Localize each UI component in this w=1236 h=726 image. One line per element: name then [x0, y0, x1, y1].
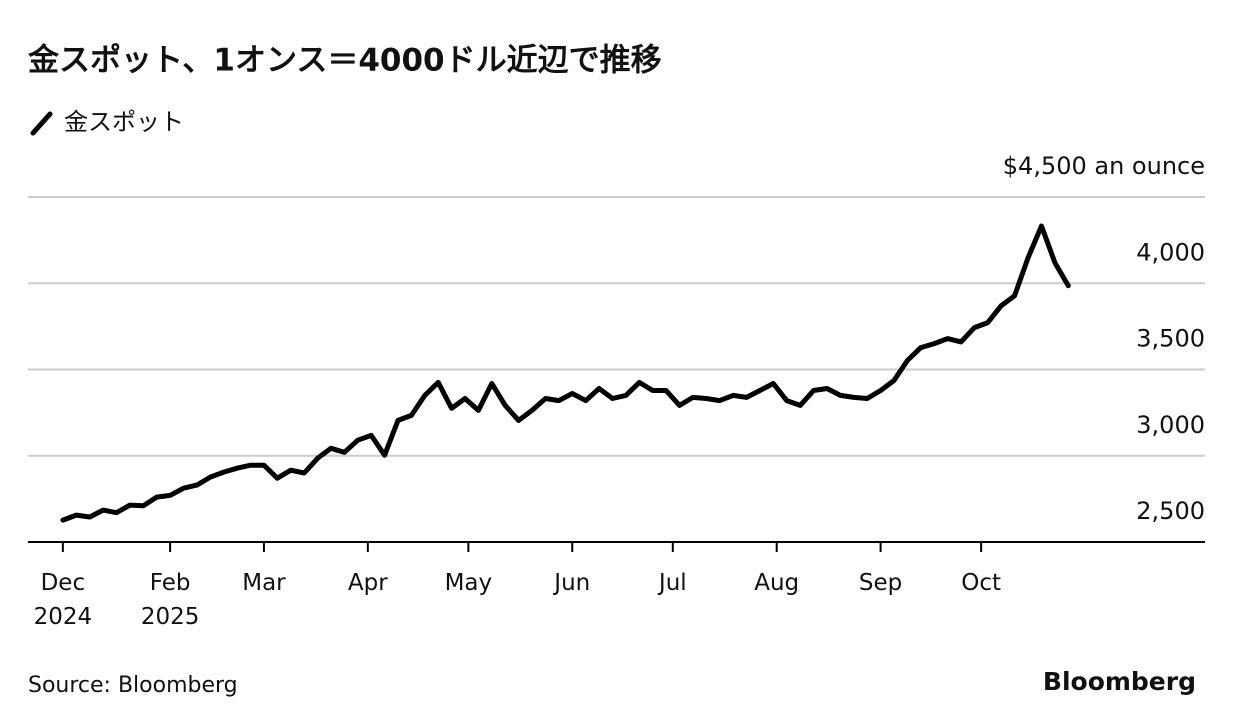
x-tick-label: Feb 2025 [140, 570, 200, 630]
y-tick-label: 3,000 [1136, 411, 1205, 439]
legend-icon [30, 111, 53, 136]
y-tick-label: 3,500 [1136, 325, 1205, 353]
y-tick-label: $4,500 an ounce [1003, 152, 1205, 180]
line [60, 223, 1071, 523]
x-tick-label: Sep [858, 570, 903, 596]
x-tick-label: Dec 2024 [33, 570, 93, 630]
x-tick-label: Apr [347, 570, 388, 596]
x-tick-label: Jul [658, 570, 687, 596]
chart-title: 金スポット、1オンス＝4000ドル近辺で推移 [27, 43, 662, 79]
x-tick-label: Oct [961, 570, 1002, 596]
brand: Bloomberg [1043, 667, 1196, 696]
x-tick-label: Jun [554, 570, 591, 596]
source: Source: Bloomberg [28, 673, 238, 698]
x-tick-label: Mar [242, 570, 286, 596]
x-tick-label: May [444, 570, 493, 596]
legend-label: 金スポット [64, 108, 184, 136]
x-tick-label: Aug [754, 570, 800, 596]
y-tick-label: 4,000 [1136, 238, 1205, 266]
y-tick-label: 2,500 [1136, 497, 1205, 525]
